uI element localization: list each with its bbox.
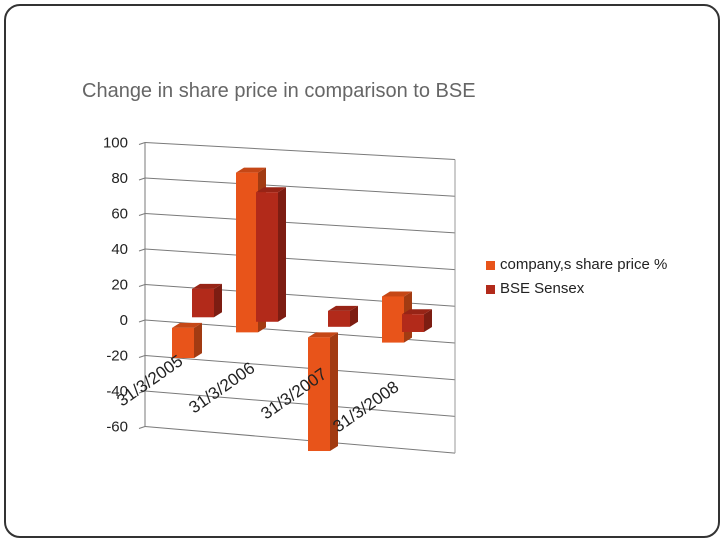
bar-bse-2	[328, 310, 350, 327]
bar-company-2	[308, 337, 330, 452]
bar-bse-1	[256, 192, 278, 322]
bar-side-0-2	[330, 332, 338, 452]
gridline	[144, 426, 456, 454]
x-tick-label: 31/3/2006	[185, 358, 258, 417]
bar-bse-3	[402, 314, 424, 332]
y-tick-label: -20	[106, 348, 128, 365]
bar-company-0	[172, 327, 194, 359]
y-tick-label: -40	[106, 383, 128, 400]
slide-frame	[4, 4, 720, 538]
gridline	[144, 390, 456, 417]
tick-mark	[138, 319, 146, 323]
bar-side-0-0	[194, 322, 202, 359]
bar-side-1-3	[424, 309, 432, 332]
tick-mark	[138, 213, 146, 216]
bar-top-1-1	[256, 187, 286, 193]
tick-mark	[138, 284, 146, 287]
legend-item-company: company,s share price %	[486, 256, 696, 274]
legend-label-company: company,s share price %	[500, 256, 668, 273]
chart-title: Change in share price in comparison to B…	[82, 80, 476, 102]
gridline	[144, 355, 456, 381]
tick-mark	[138, 142, 146, 145]
bar-top-1-3	[402, 309, 432, 315]
gridline	[144, 177, 456, 197]
bar-top-1-0	[192, 283, 222, 289]
legend-swatch-bse	[486, 285, 495, 294]
legend-swatch-company	[486, 261, 495, 270]
y-tick-label: 0	[120, 312, 128, 329]
bar-bse-0	[192, 288, 214, 318]
y-tick-label: 40	[111, 241, 128, 258]
tick-mark	[138, 426, 146, 429]
tick-mark	[138, 355, 146, 358]
bar-top-1-2	[328, 305, 358, 311]
legend-item-bse: BSE Sensex	[486, 280, 696, 298]
y-tick-label: 60	[111, 206, 128, 223]
bar-top-0-2	[308, 332, 338, 338]
y-tick-label: 100	[103, 135, 128, 152]
gridline	[144, 248, 456, 271]
tick-mark	[138, 177, 146, 181]
gridline	[144, 213, 456, 234]
gridline	[144, 142, 456, 160]
bar-side-1-2	[350, 305, 358, 327]
bar-company-3	[382, 296, 404, 343]
bar-top-0-0	[172, 322, 202, 328]
tick-mark	[138, 248, 146, 252]
legend: company,s share price % BSE Sensex	[486, 256, 696, 304]
bar-company-1	[236, 172, 258, 333]
y-tick-label: 80	[111, 170, 128, 187]
bar-side-1-1	[278, 187, 286, 322]
y-tick-label: 20	[111, 277, 128, 294]
legend-label-bse: BSE Sensex	[500, 280, 585, 297]
tick-mark	[138, 390, 146, 394]
y-tick-label: -60	[106, 419, 128, 436]
bar-top-0-1	[236, 167, 266, 173]
bar-top-0-3	[382, 291, 412, 297]
bar-side-1-0	[214, 283, 222, 318]
